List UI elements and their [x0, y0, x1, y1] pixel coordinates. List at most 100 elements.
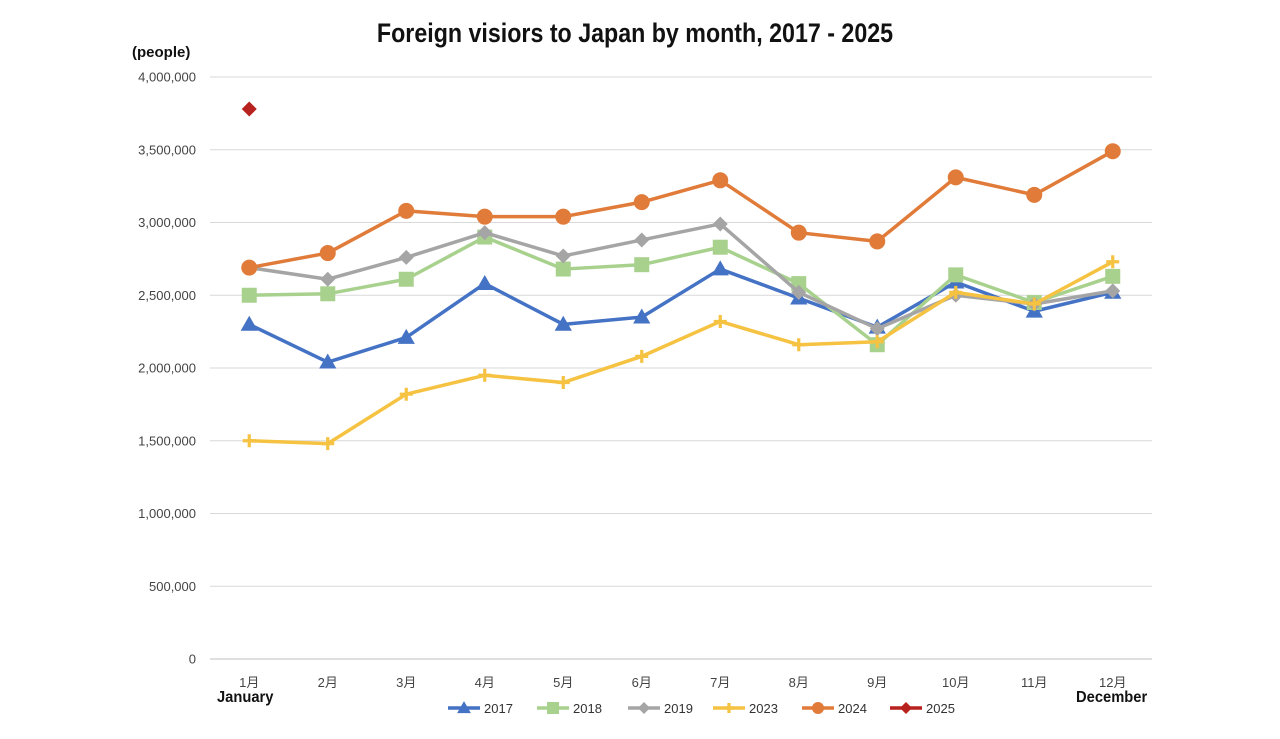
data-point-2018: [555, 261, 571, 277]
data-point-2023: [792, 338, 806, 352]
x-tick-label: 6月: [632, 675, 652, 690]
x-tick-label: 11月: [1021, 675, 1048, 690]
data-point-2025: [241, 101, 257, 117]
data-point-2023: [1027, 297, 1041, 311]
data-point-2023: [1106, 255, 1120, 269]
gridlines: [210, 76, 1152, 660]
data-point-2018: [634, 257, 650, 273]
series-line-2024: [248, 149, 1114, 270]
data-point-2019: [791, 284, 807, 300]
legend-marker: [457, 701, 471, 714]
data-point-2019: [712, 216, 728, 232]
y-tick-label: 3,500,000: [138, 142, 196, 157]
data-point-2023: [556, 376, 570, 390]
x-tick-label: 8月: [789, 675, 809, 690]
data-point-2017: [240, 315, 258, 331]
x-tick-label: 12月: [1099, 675, 1126, 690]
data-point-2018: [1105, 268, 1121, 284]
data-point-2019: [1105, 283, 1121, 299]
data-point-2019: [477, 225, 493, 241]
x-axis-start-note: January: [217, 689, 274, 706]
legend-marker: [724, 703, 734, 713]
data-point-2017: [319, 353, 337, 369]
legend-entry-2023: 2023: [713, 701, 778, 716]
y-tick-label: 1,500,000: [138, 433, 196, 448]
y-tick-label: 2,000,000: [138, 361, 196, 376]
data-point-2024: [398, 202, 415, 219]
data-point-2019: [634, 232, 650, 248]
data-point-2018: [712, 239, 728, 255]
series-2023: [242, 255, 1120, 451]
data-point-2019: [869, 321, 885, 337]
data-point-2017: [554, 315, 572, 331]
y-tick-label: 2,500,000: [138, 288, 196, 303]
data-point-2019: [555, 248, 571, 264]
series-line-2018: [249, 235, 1114, 347]
data-point-2024: [319, 245, 336, 262]
data-point-2017: [476, 274, 494, 290]
data-point-2024: [712, 172, 729, 189]
chart-title: Foreign visiors to Japan by month, 2017 …: [376, 18, 894, 48]
legend: 2017 2018 2019 2023 2024 2025: [448, 701, 955, 716]
series-2025: [241, 101, 257, 117]
data-point-2024: [476, 208, 493, 225]
data-point-2019: [320, 271, 336, 287]
data-point-2023: [635, 349, 649, 363]
x-tick-label: 1月: [239, 675, 259, 690]
legend-label: 2024: [838, 701, 867, 716]
data-point-2023: [870, 335, 884, 349]
data-point-2018: [241, 287, 257, 303]
y-tick-label: 0: [189, 652, 196, 667]
y-tick-label: 500,000: [149, 579, 196, 594]
legend-label: 2023: [749, 701, 778, 716]
data-point-2023: [242, 434, 256, 448]
series-line-2017: [248, 267, 1114, 364]
legend-label: 2018: [573, 701, 602, 716]
legend-marker: [638, 702, 650, 714]
x-tick-label: 3月: [396, 675, 416, 690]
data-point-2017: [633, 308, 651, 324]
y-tick-label: 3,000,000: [138, 215, 196, 230]
x-tick-label: 10月: [942, 675, 969, 690]
legend-label: 2025: [926, 701, 955, 716]
y-axis-ticks: 0 500,000 1,000,000 1,500,000 2,000,000 2,500…: [138, 70, 196, 667]
data-point-2024: [633, 194, 650, 211]
x-tick-label: 5月: [553, 675, 573, 690]
series-line-2023: [249, 260, 1114, 446]
y-tick-label: 1,000,000: [138, 506, 196, 521]
legend-entry-2019: 2019: [628, 701, 693, 716]
legend-marker: [547, 702, 559, 714]
data-point-2024: [869, 233, 886, 250]
x-tick-label: 4月: [475, 675, 495, 690]
data-point-2024: [790, 224, 807, 241]
data-point-2017: [711, 260, 729, 276]
legend-entry-2017: 2017: [448, 701, 513, 716]
data-point-2019: [398, 249, 414, 265]
data-point-2018: [320, 286, 336, 302]
data-point-2023: [713, 314, 727, 328]
x-axis-end-note: December: [1076, 689, 1148, 706]
data-point-2024: [947, 169, 964, 186]
series-2018: [241, 229, 1121, 353]
legend-entry-2025: 2025: [890, 701, 955, 716]
data-point-2023: [399, 387, 413, 401]
data-point-2018: [948, 267, 964, 283]
data-point-2023: [949, 285, 963, 299]
data-point-2017: [397, 328, 415, 344]
x-tick-label: 9月: [867, 675, 887, 690]
series-2024: [241, 143, 1121, 276]
legend-entry-2018: 2018: [537, 701, 602, 716]
series-2019: [241, 216, 1121, 337]
series-2017: [240, 260, 1122, 369]
series-line-2019: [248, 222, 1114, 331]
data-point-2024: [1026, 186, 1043, 203]
legend-label: 2019: [664, 701, 693, 716]
data-point-2024: [555, 208, 572, 225]
legend-entry-2024: 2024: [802, 701, 867, 716]
x-axis-ticks: 1月 2月 3月 4月 5月 6月 7月 8月 9月 10月 11月 12月: [239, 675, 1126, 690]
series-group: [240, 101, 1122, 451]
data-point-2023: [321, 437, 335, 451]
legend-marker: [812, 702, 824, 714]
y-axis-unit-label: (people): [132, 44, 191, 61]
